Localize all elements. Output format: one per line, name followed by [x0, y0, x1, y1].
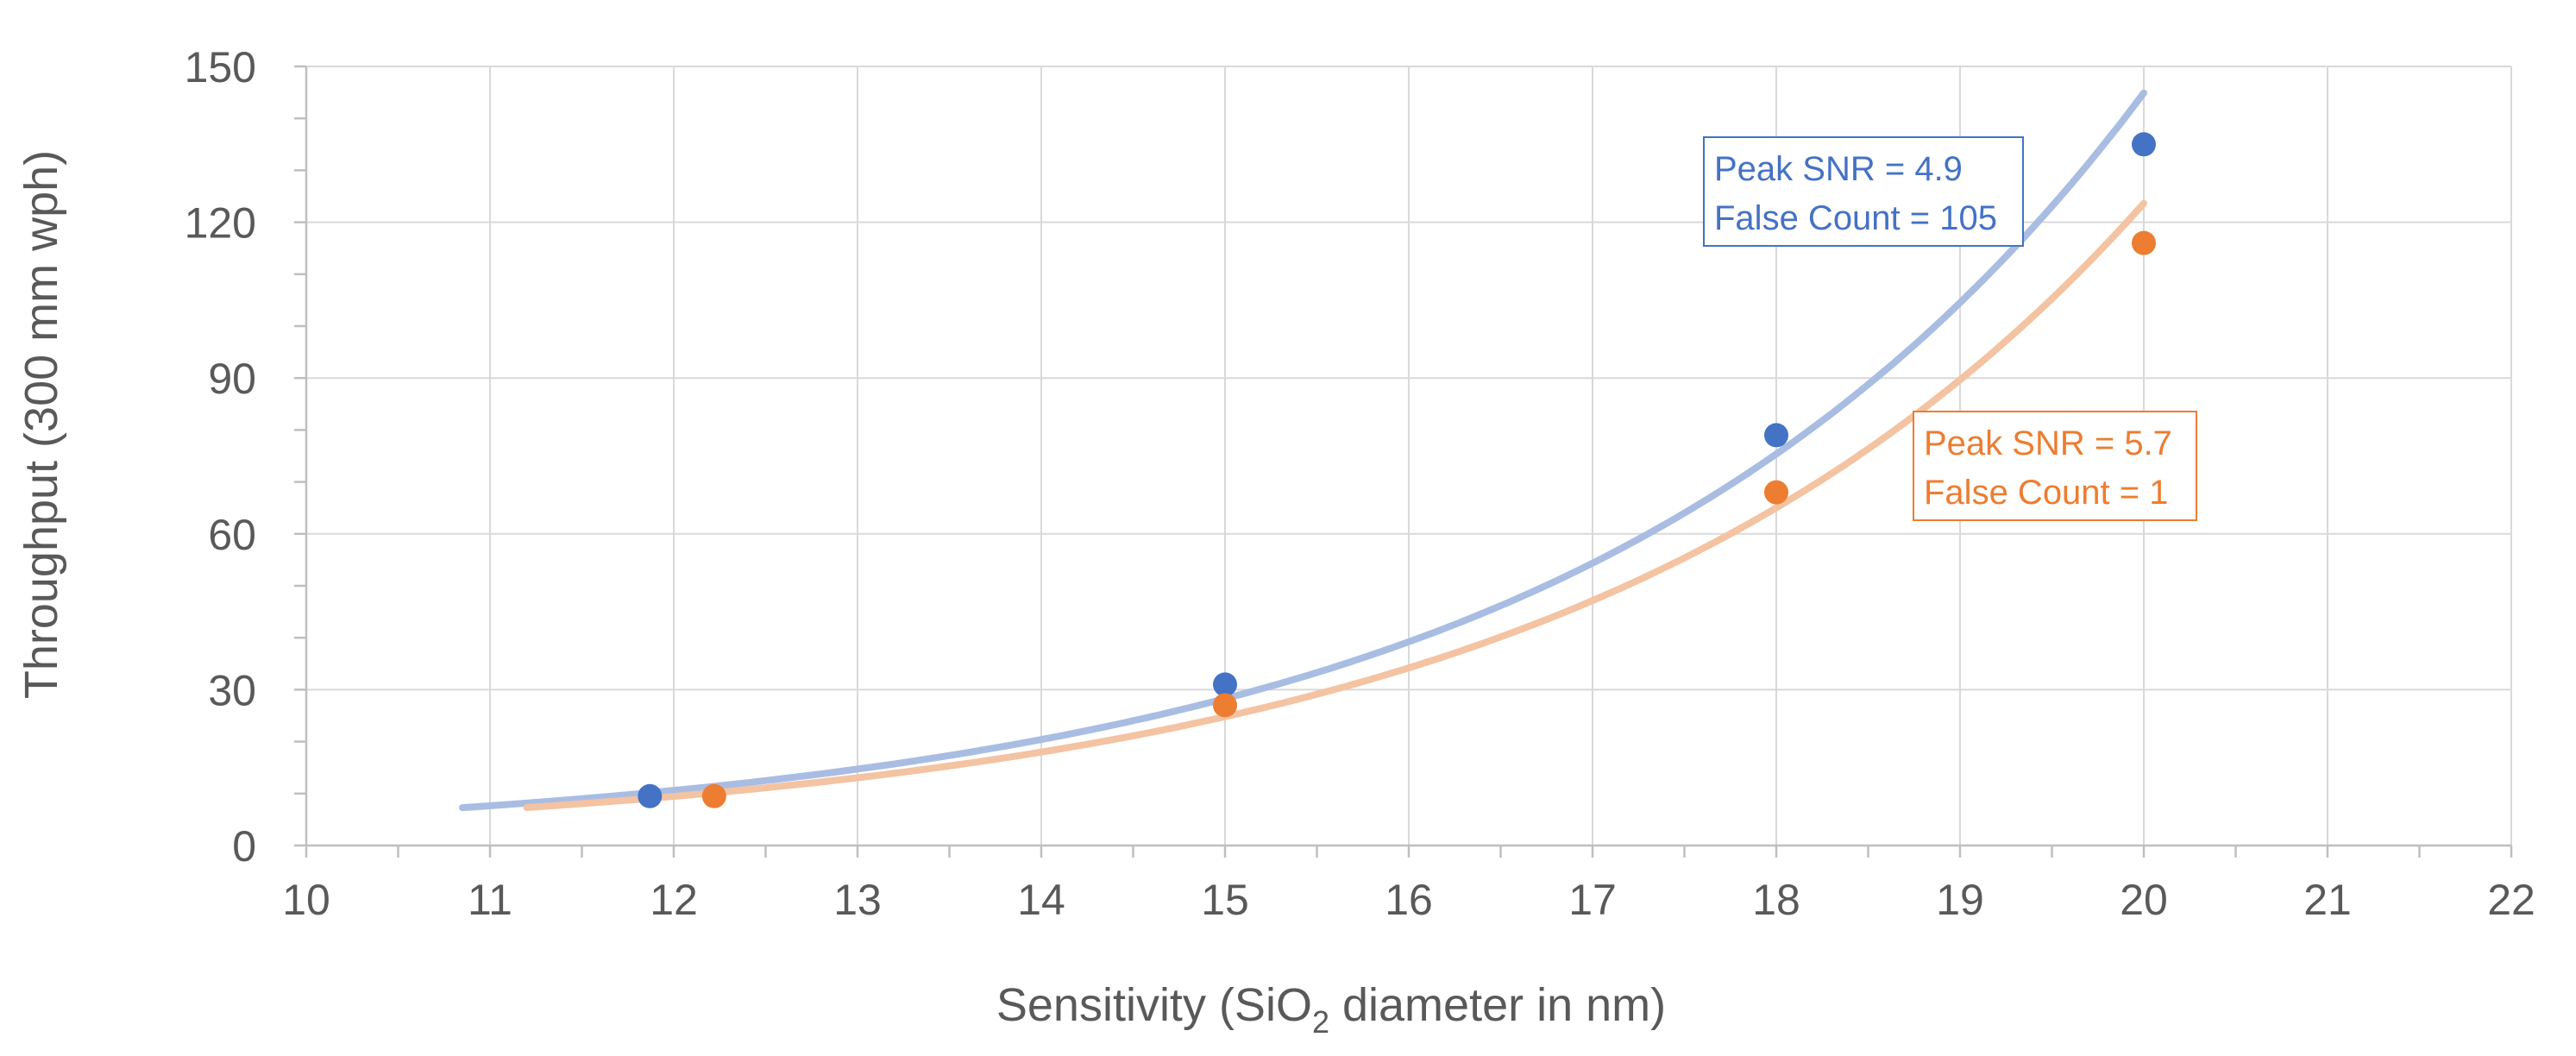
x-tick-label: 19 — [1936, 876, 1984, 924]
data-point-series-1 — [2132, 132, 2156, 157]
x-tick-label: 18 — [1752, 876, 1800, 924]
gridlines — [306, 66, 2512, 845]
trendline-series-2 — [523, 199, 2147, 811]
y-tick-label: 0 — [232, 822, 256, 871]
tick-labels: 0 30 60 90 120 150 10 11 12 13 14 15 16 17 18 19 20 21 22 — [185, 43, 2535, 924]
axes — [294, 65, 2513, 858]
annotation-box — [1703, 136, 2024, 247]
data-points — [638, 132, 2156, 808]
y-tick-label: 150 — [185, 43, 256, 91]
y-tick-label: 30 — [208, 666, 256, 714]
x-tick-label: 10 — [282, 876, 330, 924]
x-tick-label: 14 — [1017, 876, 1065, 924]
annotation-series-1: Peak SNR = 4.9 False Count = 105 — [1703, 136, 2024, 247]
annotation-line: False Count = 1 — [1924, 474, 2169, 512]
annotation-series-2: Peak SNR = 5.7 False Count = 1 — [1913, 411, 2197, 521]
annotation-line: Peak SNR = 5.7 — [1924, 424, 2172, 462]
x-tick-label: 12 — [650, 876, 698, 924]
x-axis-title: Sensitivity (SiO2 diameter in nm) — [996, 979, 1666, 1040]
x-tick-label: 17 — [1568, 876, 1617, 924]
x-tick-label: 21 — [2303, 876, 2352, 924]
x-tick-label: 11 — [468, 876, 512, 924]
data-point-series-1 — [1213, 672, 1237, 697]
trendline-series-1 — [459, 89, 2147, 812]
data-point-series-1 — [1764, 423, 1788, 448]
x-axis-title-subscript: 2 — [1312, 1004, 1329, 1040]
x-tick-label: 16 — [1385, 876, 1433, 924]
y-tick-label: 120 — [185, 199, 256, 248]
x-tick-label: 20 — [2120, 876, 2168, 924]
x-axis-title-prefix: Sensitivity (SiO — [996, 979, 1312, 1031]
x-tick-label: 22 — [2487, 876, 2535, 924]
y-tick-label: 90 — [208, 355, 256, 403]
annotation-box — [1913, 411, 2197, 521]
data-point-series-2 — [1213, 693, 1237, 718]
x-tick-label: 15 — [1201, 876, 1249, 924]
data-point-series-2 — [2132, 230, 2156, 255]
x-tick-label: 13 — [833, 876, 882, 924]
data-point-series-1 — [638, 783, 663, 808]
annotation-line: False Count = 105 — [1714, 199, 1997, 237]
x-axis-title-suffix: diameter in nm) — [1329, 979, 1666, 1031]
trendlines — [459, 89, 2147, 812]
y-tick-label: 60 — [208, 511, 256, 559]
data-point-series-2 — [1764, 480, 1788, 505]
data-point-series-2 — [701, 783, 726, 808]
y-axis-title: Throughput (300 mm wph) — [16, 150, 67, 699]
annotation-line: Peak SNR = 4.9 — [1714, 150, 1963, 188]
